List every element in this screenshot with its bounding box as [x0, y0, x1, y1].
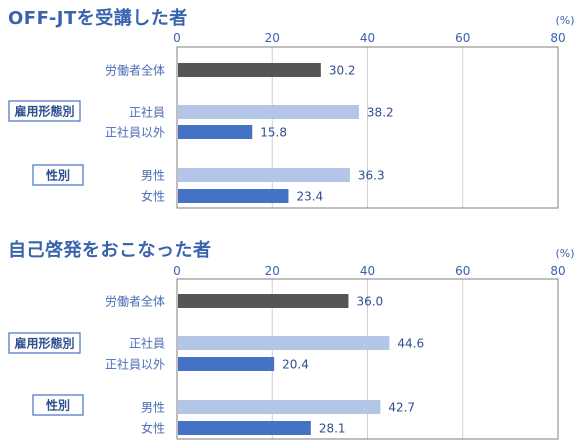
group-label-box: [32, 164, 84, 186]
data-label: 30.2: [329, 64, 356, 78]
bar: [178, 105, 359, 119]
group-label: 雇用形態別: [14, 104, 74, 119]
data-label: 44.6: [397, 337, 424, 351]
bar: [178, 421, 311, 435]
category-label: 女性: [141, 421, 165, 436]
data-label: 36.3: [358, 169, 385, 183]
category-label: 労働者全体: [105, 63, 165, 78]
plot-area: [176, 278, 559, 440]
data-label: 15.8: [260, 126, 287, 140]
bar: [178, 294, 349, 308]
group-label: 性別: [45, 398, 70, 413]
x-tick-label: 60: [455, 31, 470, 45]
x-tick-label: 40: [360, 264, 375, 278]
x-tick-label: 0: [173, 264, 181, 278]
unit-label: (%): [555, 247, 574, 260]
category-label: 正社員以外: [105, 125, 165, 140]
data-label: 23.4: [296, 190, 323, 204]
data-label: 28.1: [319, 422, 346, 436]
category-label: 労働者全体: [105, 294, 165, 309]
bar: [178, 357, 275, 371]
category-label: 正社員: [129, 336, 165, 351]
bar: [178, 189, 289, 203]
x-tick-label: 20: [265, 264, 280, 278]
category-label: 正社員以外: [105, 357, 165, 372]
x-tick-label: 0: [173, 31, 181, 45]
group-label: 性別: [45, 168, 70, 183]
unit-label: (%): [555, 14, 574, 27]
chart-1-title: OFF-JTを受講した者: [8, 8, 188, 29]
x-tick-label: 60: [455, 264, 470, 278]
data-label: 20.4: [282, 358, 309, 372]
group-label-box: [8, 332, 81, 354]
bar: [178, 336, 390, 350]
x-tick-label: 80: [550, 264, 565, 278]
group-label-box: [32, 394, 84, 416]
category-label: 正社員: [129, 105, 165, 120]
plot-area: [176, 46, 559, 209]
category-label: 女性: [141, 189, 165, 204]
bar: [178, 168, 350, 182]
bar: [178, 400, 381, 414]
x-tick-label: 40: [360, 31, 375, 45]
group-label: 雇用形態別: [14, 336, 74, 351]
data-label: 36.0: [356, 295, 383, 309]
x-tick-label: 80: [550, 31, 565, 45]
category-label: 男性: [141, 401, 165, 415]
chart-2-title: 自己啓発をおこなった者: [8, 240, 212, 261]
group-label-box: [8, 100, 81, 122]
bar: [178, 63, 321, 77]
data-label: 42.7: [388, 401, 415, 415]
x-tick-label: 20: [265, 31, 280, 45]
bar: [178, 125, 253, 139]
data-label: 38.2: [367, 106, 394, 120]
category-label: 男性: [141, 169, 165, 183]
